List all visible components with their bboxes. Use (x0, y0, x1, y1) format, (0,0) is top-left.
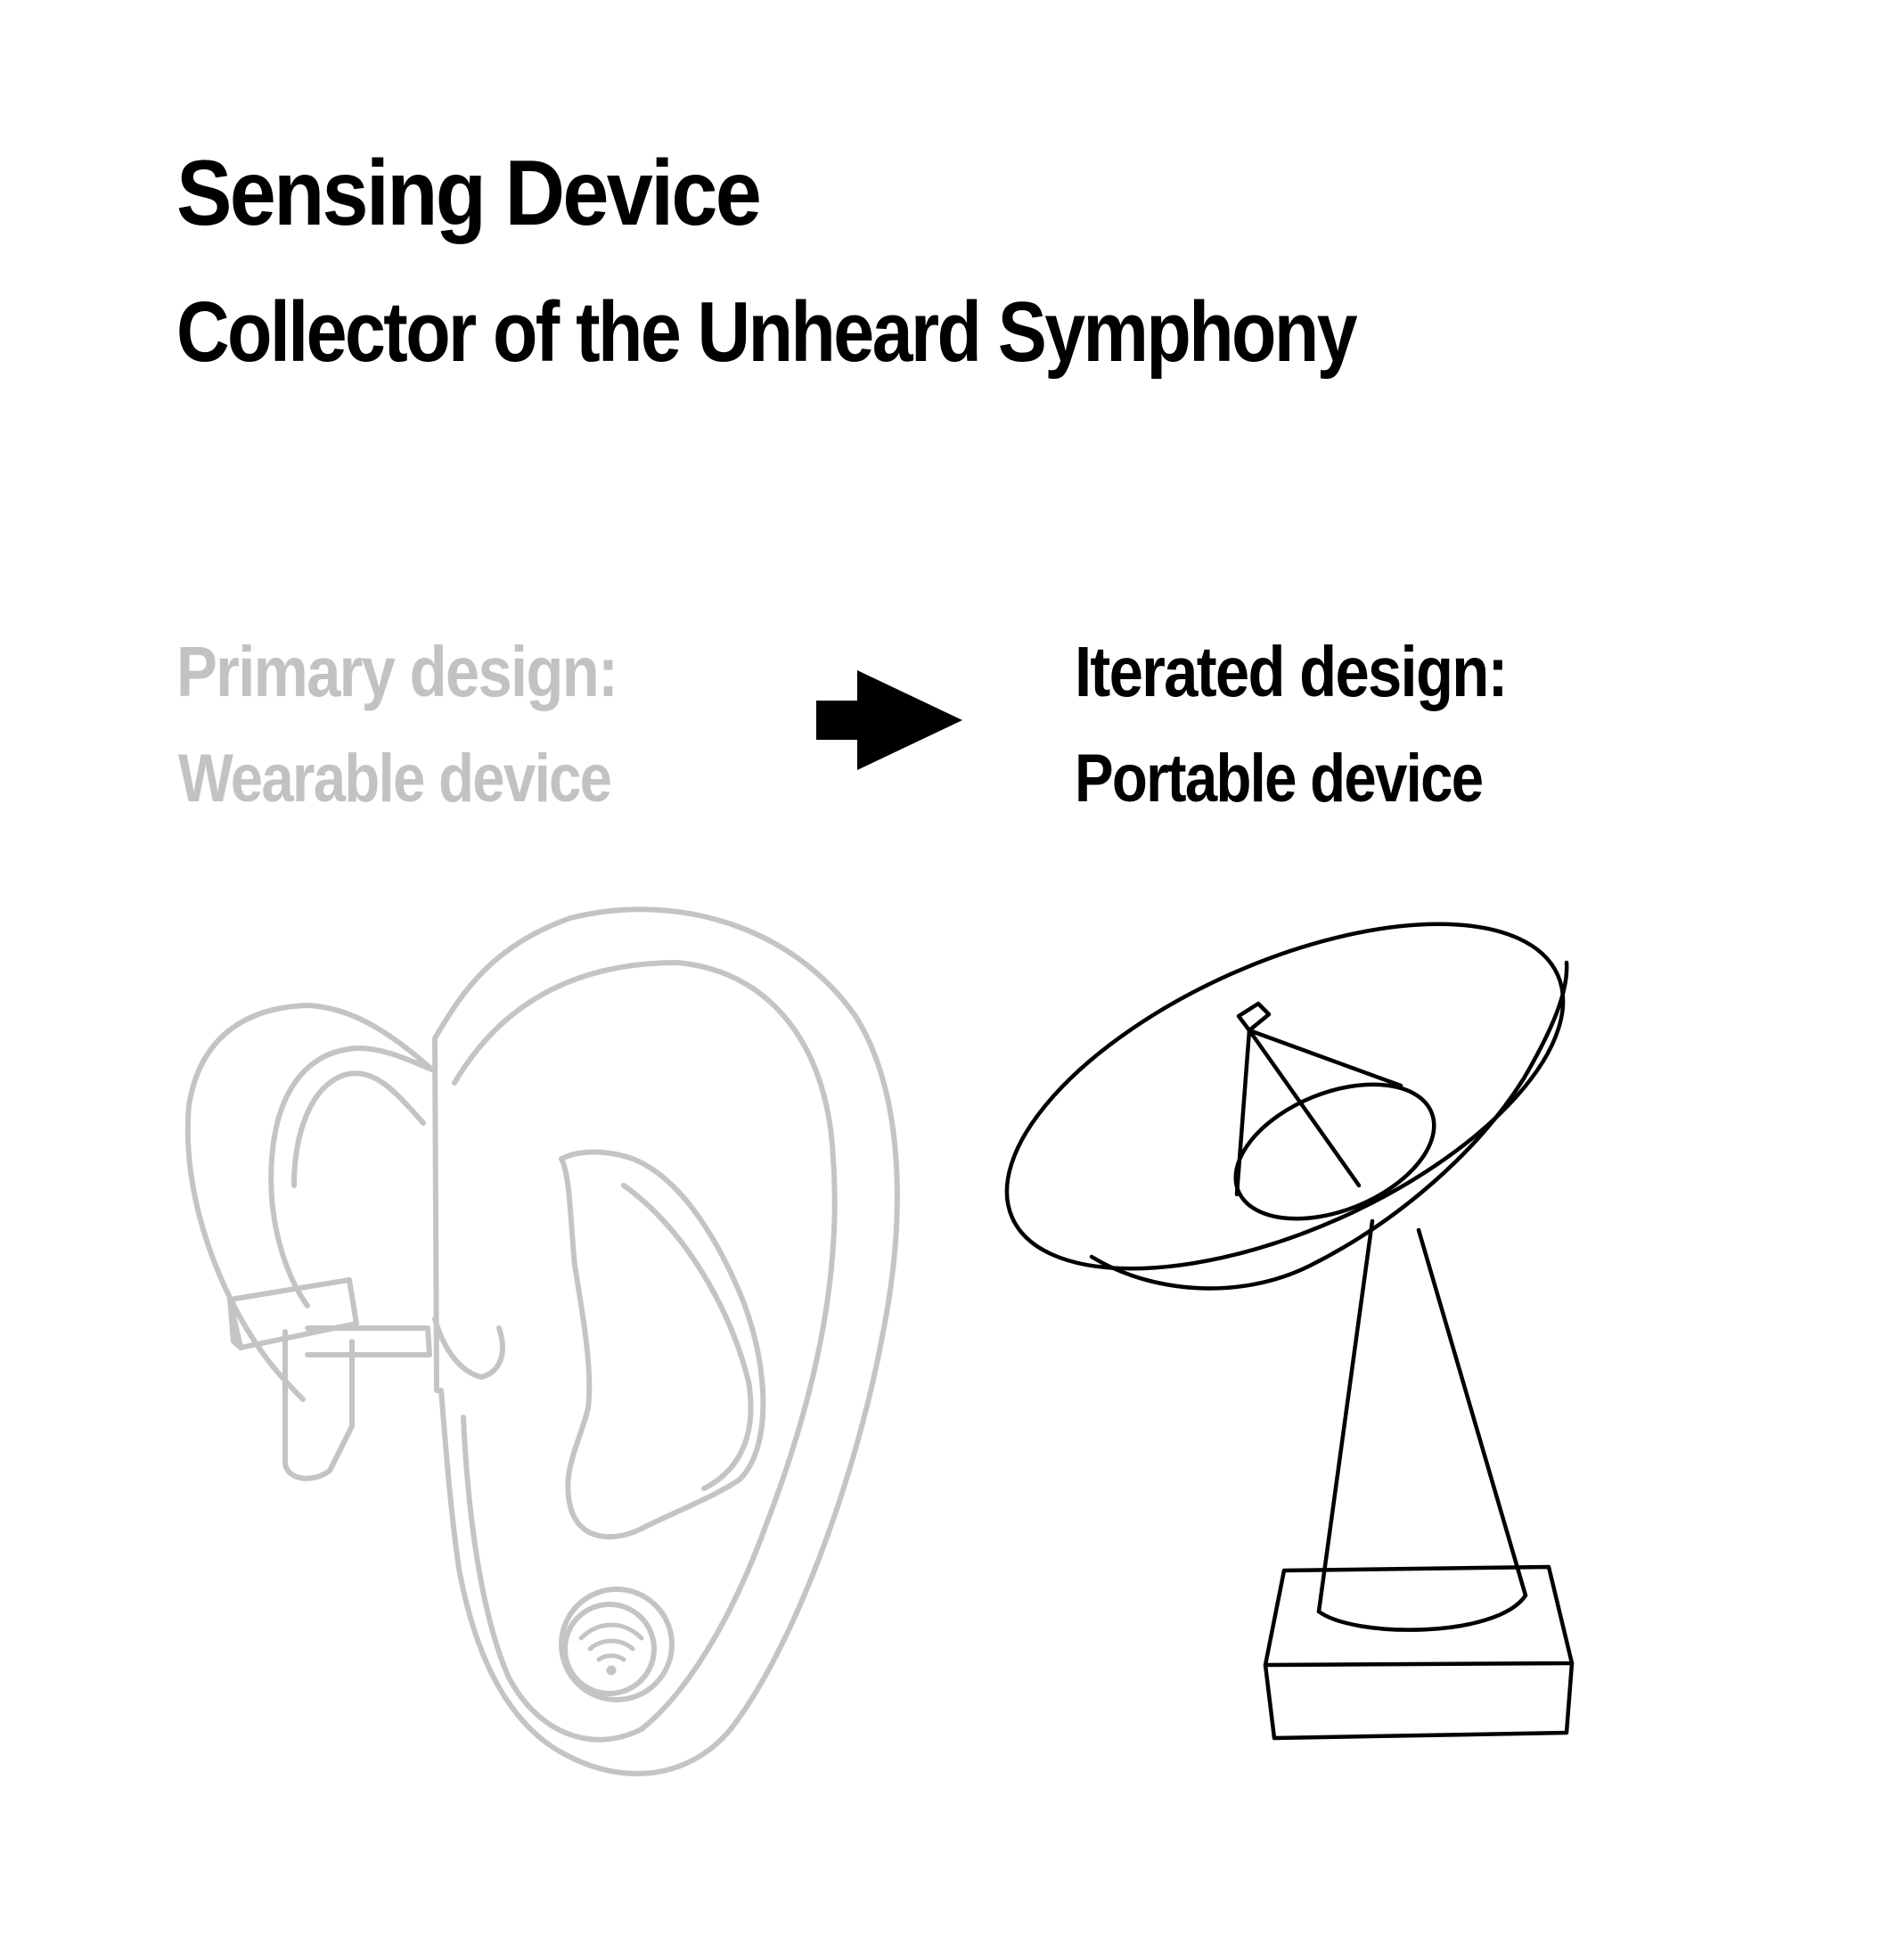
page-title: Sensing Device (176, 142, 762, 245)
ear-hook-outer (184, 1003, 435, 1402)
ear-outer-outline (432, 906, 900, 1776)
feed-horn (1236, 1001, 1272, 1033)
clip-band-side (227, 1297, 243, 1350)
wifi-button-outer (559, 1587, 675, 1702)
primary-design-heading: Primary design: (176, 632, 618, 711)
ear-hook-device-sketch (184, 906, 900, 1776)
ear-hook-middle (268, 1045, 435, 1308)
connector-rod (282, 1329, 355, 1481)
primary-design-description: Wearable device (178, 741, 612, 816)
iterated-design-description: Portable device (1075, 741, 1484, 816)
iterated-design-heading: Iterated design: (1075, 632, 1508, 711)
shell-tab (432, 1316, 505, 1380)
wifi-icon (578, 1622, 644, 1676)
pedestal-base-curve (1316, 1593, 1528, 1632)
dish-rim (1004, 922, 1566, 1271)
pedestal-cone (1316, 1218, 1375, 1614)
ear-concha-inner (621, 1183, 754, 1491)
right-arrow-icon (816, 670, 962, 770)
ear-inner-outline (452, 960, 838, 1743)
ear-hook-inner (291, 1070, 426, 1188)
page-subtitle: Collector of the Unheard Symphony (176, 284, 1358, 380)
ear-concha (559, 1149, 766, 1540)
base-box (1263, 1564, 1575, 1668)
clip-band (227, 1277, 359, 1350)
dish-bowl (1089, 960, 1569, 1291)
satellite-dish-sketch (1004, 922, 1575, 1741)
connector-bar (305, 1325, 432, 1357)
wifi-button-inner (562, 1602, 657, 1696)
